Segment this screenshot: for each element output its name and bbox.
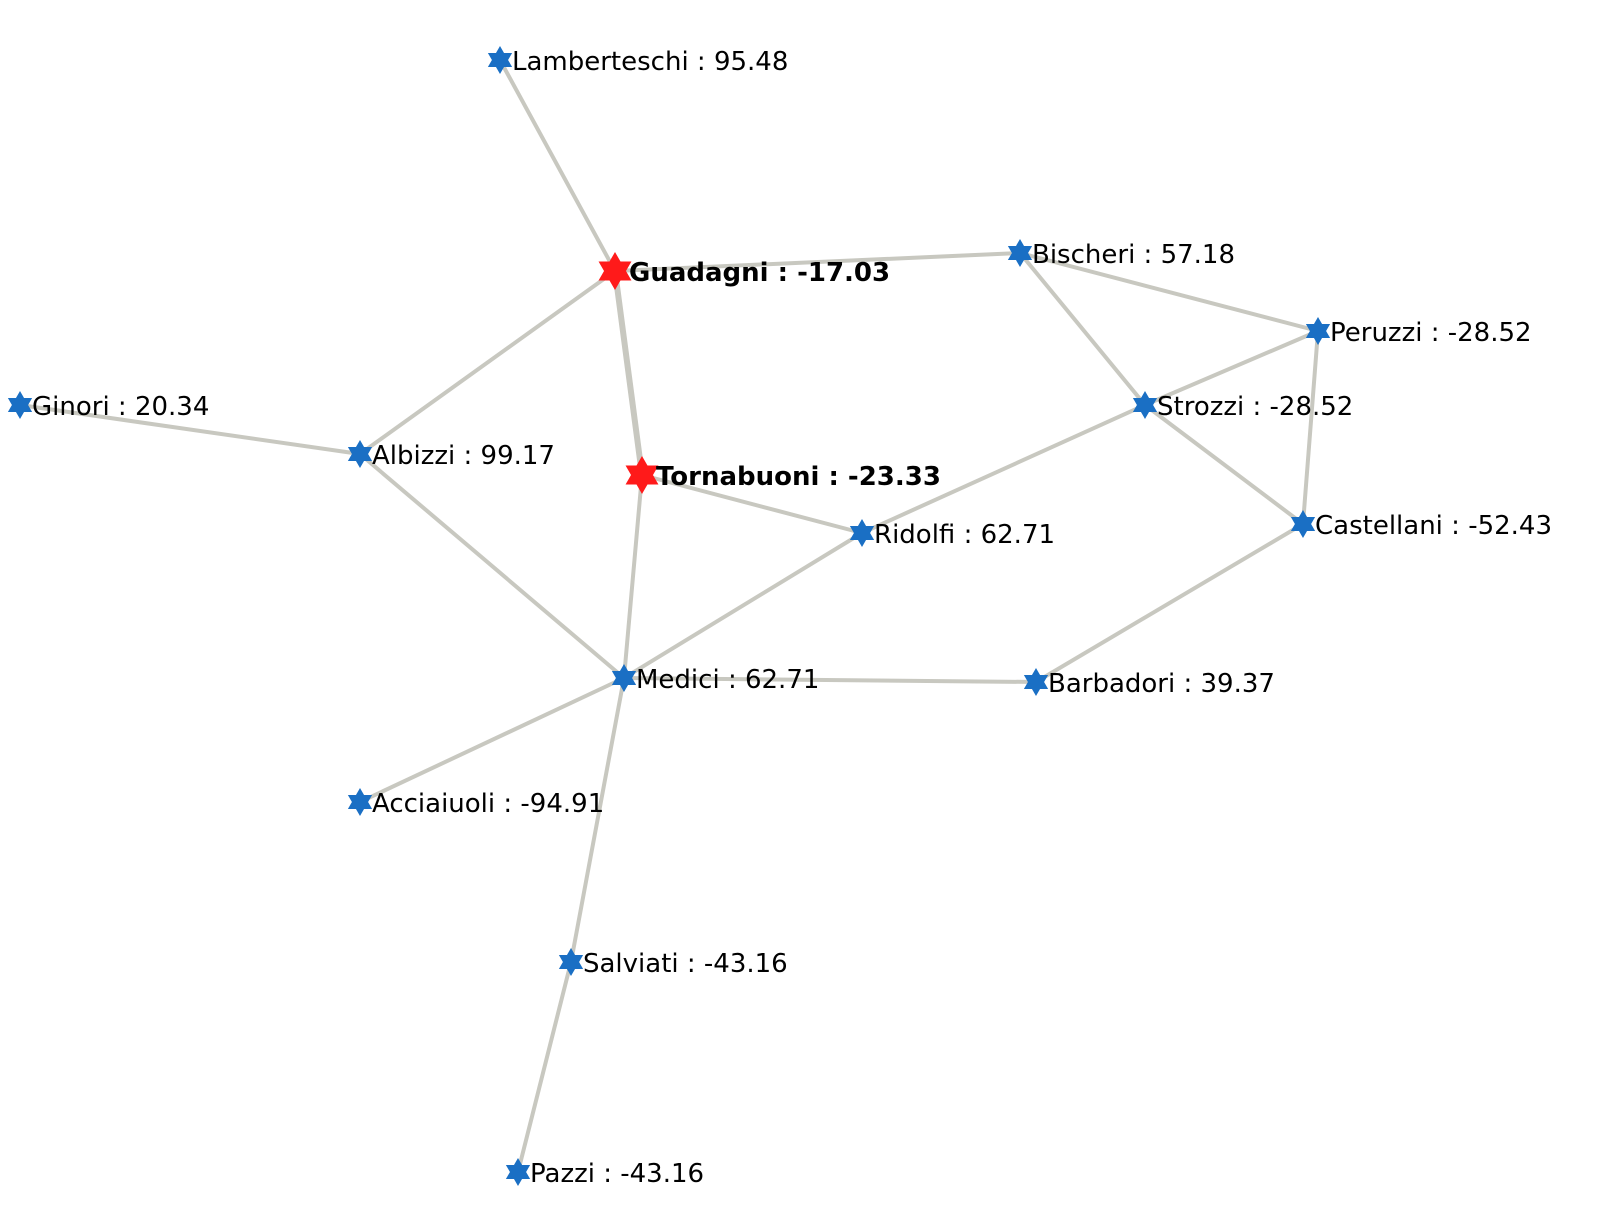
- node-label-lamberteschi: Lamberteschi : 95.48: [512, 47, 788, 77]
- star-of-david-icon[interactable]: [347, 440, 373, 468]
- node-label-ridolfi: Ridolfi : 62.71: [874, 520, 1055, 550]
- edge-peruzzi-castellani[interactable]: [1301, 329, 1320, 526]
- star-of-david-icon[interactable]: [625, 456, 659, 494]
- star-of-david-icon[interactable]: [849, 519, 875, 547]
- star-of-david-icon[interactable]: [1023, 668, 1049, 696]
- edge-strozzi-ridolfi[interactable]: [860, 403, 1147, 535]
- edge-guadagni-albizzi[interactable]: [358, 269, 617, 456]
- node-ridolfi[interactable]: Ridolfi : 62.71: [849, 519, 1055, 550]
- node-peruzzi[interactable]: Peruzzi : -28.52: [1305, 317, 1532, 348]
- node-ginori[interactable]: Ginori : 20.34: [7, 391, 210, 422]
- node-label-salviati: Salviati : -43.16: [583, 949, 788, 979]
- edge-bischeri-peruzzi[interactable]: [1018, 251, 1320, 333]
- node-label-tornabuoni: Tornabuoni : -23.33: [656, 462, 941, 492]
- edge-albizzi-medici[interactable]: [358, 452, 626, 680]
- node-label-bischeri: Bischeri : 57.18: [1032, 240, 1235, 270]
- node-label-guadagni: Guadagni : -17.03: [629, 258, 890, 288]
- node-castellani[interactable]: Castellani : -52.43: [1290, 510, 1552, 541]
- nodes-layer: Lamberteschi : 95.48 Guadagni : -17.03 Bis…: [7, 46, 1552, 1189]
- star-of-david-icon[interactable]: [611, 664, 637, 692]
- star-of-david-icon[interactable]: [558, 948, 584, 976]
- node-label-albizzi: Albizzi : 99.17: [372, 441, 555, 471]
- star-of-david-icon[interactable]: [487, 46, 513, 74]
- node-label-ginori: Ginori : 20.34: [32, 392, 209, 422]
- node-label-pazzi: Pazzi : -43.16: [530, 1159, 704, 1189]
- node-acciaiuoli[interactable]: Acciaiuoli : -94.91: [347, 788, 604, 819]
- edge-castellani-barbadori[interactable]: [1034, 522, 1305, 684]
- node-label-acciaiuoli: Acciaiuoli : -94.91: [372, 789, 604, 819]
- edge-lamberteschi-guadagni[interactable]: [498, 58, 617, 273]
- star-of-david-icon[interactable]: [1007, 239, 1033, 267]
- edge-strozzi-castellani[interactable]: [1143, 403, 1305, 526]
- node-salviati[interactable]: Salviati : -43.16: [558, 948, 788, 979]
- node-guadagni[interactable]: Guadagni : -17.03: [598, 252, 891, 290]
- edge-tornabuoni-ridolfi[interactable]: [640, 473, 864, 535]
- edge-tornabuoni-medici[interactable]: [622, 473, 644, 680]
- node-bischeri[interactable]: Bischeri : 57.18: [1007, 239, 1235, 270]
- edge-peruzzi-strozzi[interactable]: [1143, 329, 1320, 407]
- node-lamberteschi[interactable]: Lamberteschi : 95.48: [487, 46, 789, 77]
- edges-layer: [18, 58, 1320, 1174]
- star-of-david-icon[interactable]: [1132, 391, 1158, 419]
- node-barbadori[interactable]: Barbadori : 39.37: [1023, 668, 1275, 699]
- node-label-medici: Medici : 62.71: [636, 665, 819, 695]
- node-label-castellani: Castellani : -52.43: [1315, 511, 1552, 541]
- edge-medici-acciaiuoli[interactable]: [358, 676, 626, 804]
- node-label-peruzzi: Peruzzi : -28.52: [1330, 318, 1532, 348]
- node-label-barbadori: Barbadori : 39.37: [1048, 669, 1275, 699]
- node-medici[interactable]: Medici : 62.71: [611, 664, 820, 695]
- node-albizzi[interactable]: Albizzi : 99.17: [347, 440, 555, 471]
- edge-medici-barbadori[interactable]: [622, 676, 1038, 684]
- star-of-david-icon[interactable]: [598, 252, 632, 290]
- star-of-david-icon[interactable]: [505, 1158, 531, 1186]
- node-strozzi[interactable]: Strozzi : -28.52: [1132, 391, 1353, 422]
- star-of-david-icon[interactable]: [7, 391, 33, 419]
- edge-medici-salviati[interactable]: [569, 676, 626, 964]
- star-of-david-icon[interactable]: [1290, 510, 1316, 538]
- star-of-david-icon[interactable]: [1305, 317, 1331, 345]
- star-of-david-icon[interactable]: [347, 788, 373, 816]
- edge-bischeri-strozzi[interactable]: [1018, 251, 1147, 407]
- edge-guadagni-tornabuoni[interactable]: [612, 268, 645, 478]
- node-tornabuoni[interactable]: Tornabuoni : -23.33: [625, 456, 941, 494]
- edge-ridolfi-medici[interactable]: [622, 531, 864, 680]
- node-pazzi[interactable]: Pazzi : -43.16: [505, 1158, 704, 1189]
- edge-ginori-albizzi[interactable]: [18, 403, 362, 456]
- edge-salviati-pazzi[interactable]: [516, 960, 573, 1174]
- node-label-strozzi: Strozzi : -28.52: [1157, 392, 1353, 422]
- edge-guadagni-bischeri[interactable]: [613, 251, 1022, 273]
